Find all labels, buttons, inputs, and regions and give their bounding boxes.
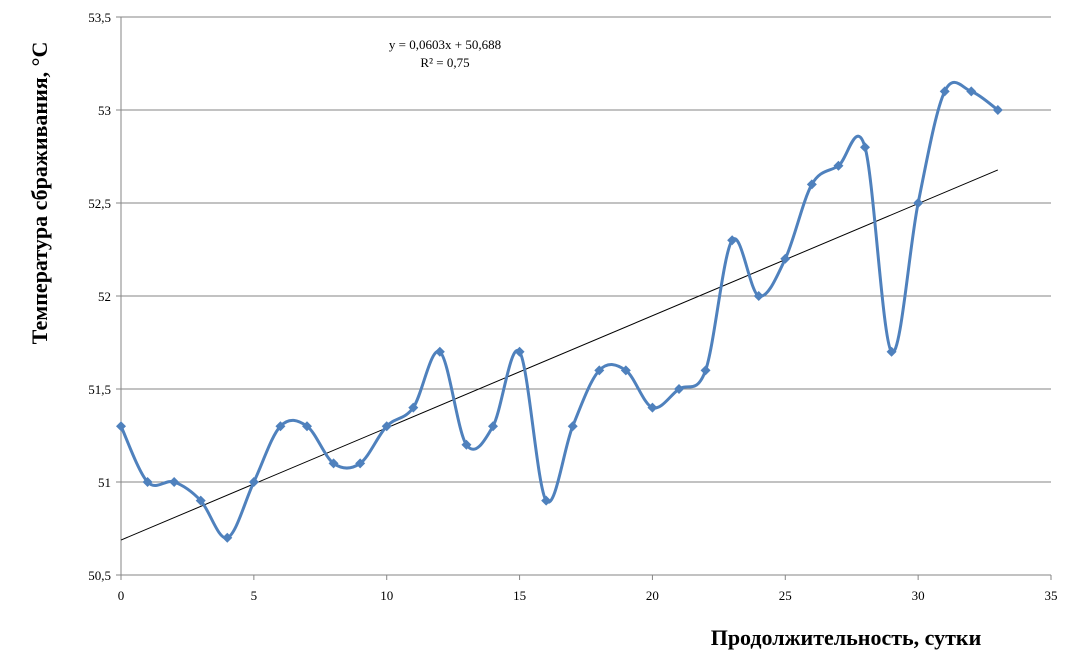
x-tick-label: 0	[118, 588, 125, 603]
x-tick-label: 35	[1045, 588, 1058, 603]
data-point	[647, 402, 658, 413]
data-point	[992, 105, 1003, 115]
x-tick-label: 25	[779, 588, 792, 603]
data-point	[886, 346, 897, 357]
data-point	[355, 458, 366, 469]
trendline-r2: R² = 0,75	[420, 55, 469, 70]
data-point	[461, 439, 472, 450]
data-point	[222, 532, 233, 543]
data-point	[620, 365, 631, 376]
data-point	[674, 384, 684, 394]
data-point	[567, 421, 578, 432]
x-axis-title: Продолжительность, сутки	[711, 625, 982, 650]
x-tick-label: 15	[513, 588, 526, 603]
data-point	[195, 495, 206, 506]
data-point	[142, 477, 153, 487]
data-point	[594, 365, 605, 376]
data-point	[753, 291, 764, 301]
data-point	[860, 142, 870, 153]
data-point	[488, 421, 498, 432]
data-point	[913, 198, 924, 208]
data-point	[116, 421, 126, 432]
data-point	[966, 86, 977, 97]
data-point	[939, 86, 950, 97]
gridlines	[121, 16, 1051, 483]
y-tick-label: 52	[98, 289, 111, 304]
x-tick-label: 30	[912, 588, 925, 603]
y-tick-label: 52,5	[88, 196, 111, 211]
data-markers	[116, 86, 1003, 543]
x-tick-label: 5	[251, 588, 258, 603]
y-tick-label: 53,5	[88, 10, 111, 25]
data-point	[408, 402, 419, 413]
axes	[116, 16, 1052, 580]
x-tick-label: 10	[380, 588, 393, 603]
data-point	[381, 421, 392, 432]
y-tick-label: 50,5	[88, 568, 111, 583]
data-point	[434, 346, 445, 357]
data-point	[727, 235, 738, 246]
data-point	[514, 346, 525, 357]
data-point	[541, 495, 552, 506]
data-point	[328, 458, 339, 469]
data-point	[169, 477, 180, 487]
y-tick-label: 51,5	[88, 382, 111, 397]
y-axis-title: Температура сбраживания, °С	[27, 42, 52, 345]
y-tick-label: 53	[98, 103, 111, 118]
data-point	[833, 160, 844, 171]
trendline-line	[120, 169, 999, 541]
data-point	[302, 421, 312, 432]
data-point	[780, 253, 791, 264]
data-point	[700, 365, 711, 376]
trendline	[120, 169, 999, 541]
data-point	[806, 179, 817, 190]
x-tick-label: 20	[646, 588, 659, 603]
y-tick-label: 51	[98, 475, 111, 490]
trendline-equation: y = 0,0603x + 50,688	[389, 37, 501, 52]
data-point	[275, 421, 286, 432]
tick-labels: 50,5 51 51,5 52 52,5 53 53,5 0 5 10 15 20 25 30 35	[88, 10, 1057, 603]
data-point	[248, 477, 259, 487]
